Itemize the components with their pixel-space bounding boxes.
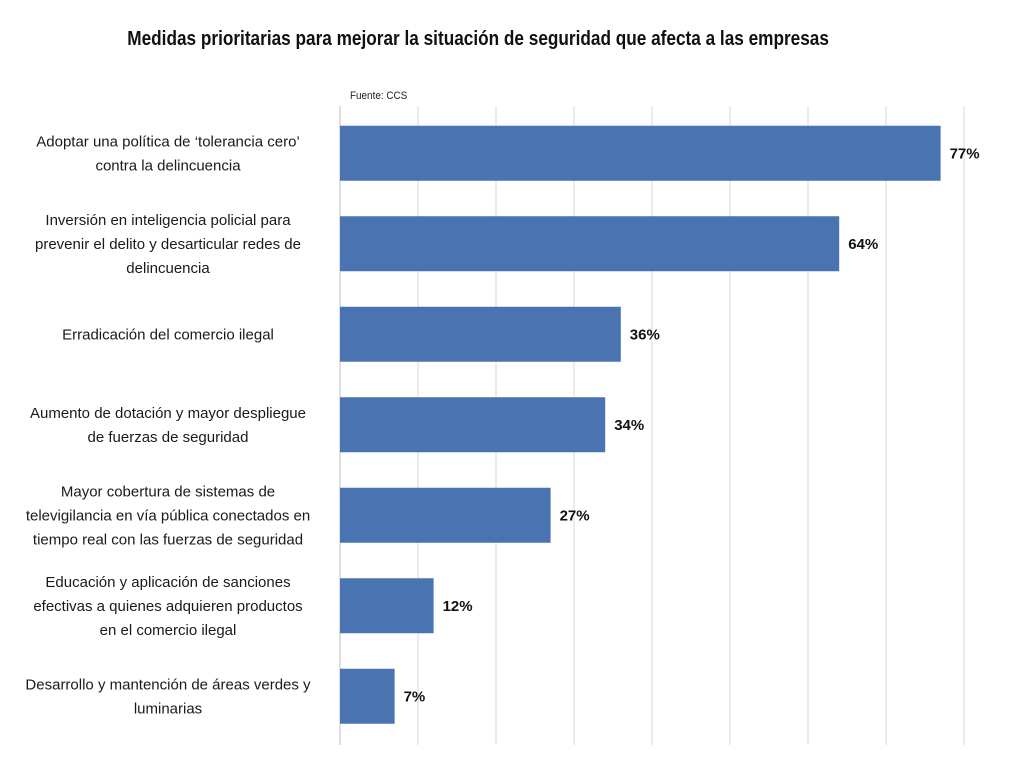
chart-title: Medidas prioritarias para mejorar la sit…	[127, 28, 829, 50]
bar-4	[340, 397, 606, 453]
category-labels: Adoptar una política de ‘tolerancia cero…	[25, 133, 311, 717]
value-label-7: 7%	[404, 688, 426, 705]
category-label-line: tiempo real con las fuerzas de seguridad	[33, 531, 303, 548]
value-label-1: 77%	[950, 145, 980, 162]
value-label-3: 36%	[630, 326, 660, 343]
category-label-line: Aumento de dotación y mayor despliegue	[30, 405, 306, 422]
category-label-7: Desarrollo y mantención de áreas verdes …	[25, 676, 311, 717]
category-label-line: efectivas a quienes adquieren productos	[33, 598, 302, 615]
category-label-line: Adoptar una política de ‘tolerancia cero…	[36, 133, 300, 150]
category-label-6: Educación y aplicación de sanciones efect…	[33, 574, 302, 639]
category-label-line: Erradicación del comercio ilegal	[62, 326, 274, 343]
bar-5	[340, 487, 551, 543]
bar-6	[340, 578, 434, 634]
bar-2	[340, 216, 840, 272]
category-label-5: Mayor cobertura de sistemas de televigila…	[26, 483, 310, 548]
category-label-1: Adoptar una política de ‘tolerancia cero…	[36, 133, 300, 174]
bar-3	[340, 306, 621, 362]
category-label-2: Inversión en inteligencia policial para p…	[35, 212, 301, 277]
category-label-line: delincuencia	[126, 260, 210, 277]
category-label-line: de fuerzas de seguridad	[88, 429, 249, 446]
category-label-line: Educación y aplicación de sanciones	[45, 574, 290, 591]
category-label-3: Erradicación del comercio ilegal	[62, 326, 274, 343]
category-label-line: Mayor cobertura de sistemas de	[61, 483, 275, 500]
bar-7	[340, 668, 395, 724]
category-label-line: en el comercio ilegal	[100, 622, 237, 639]
category-label-line: contra la delincuencia	[95, 157, 241, 174]
category-label-line: luminarias	[134, 700, 202, 717]
grid-lines	[339, 106, 965, 745]
category-label-line: Desarrollo y mantención de áreas verdes …	[25, 676, 311, 693]
category-label-line: Inversión en inteligencia policial para	[45, 212, 291, 229]
value-label-2: 64%	[848, 236, 878, 253]
bar-1	[340, 125, 941, 181]
bars	[340, 125, 941, 724]
value-label-6: 12%	[443, 598, 473, 615]
chart-source: Fuente: CCS	[350, 90, 408, 102]
value-labels: 77% 64% 36% 34% 27% 12% 7%	[404, 145, 980, 705]
category-label-4: Aumento de dotación y mayor despliegue de…	[30, 405, 306, 446]
value-label-4: 34%	[614, 417, 644, 434]
category-label-line: prevenir el delito y desarticular redes …	[35, 236, 301, 253]
category-label-line: televigilancia en vía pública conectados…	[26, 507, 310, 524]
value-label-5: 27%	[560, 507, 590, 524]
